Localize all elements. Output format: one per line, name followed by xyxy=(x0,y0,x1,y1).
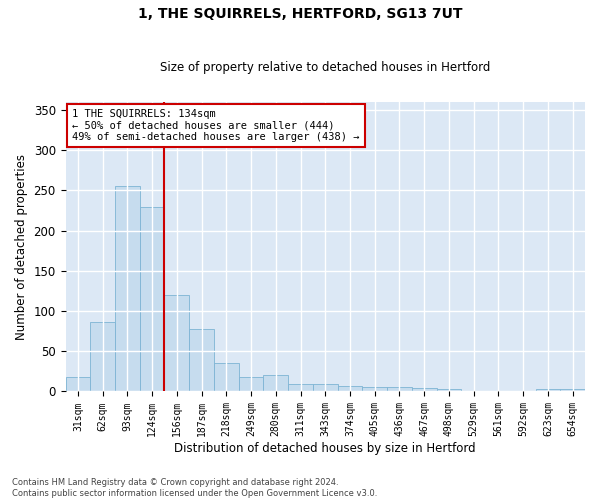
Title: Size of property relative to detached houses in Hertford: Size of property relative to detached ho… xyxy=(160,62,490,74)
Bar xyxy=(140,206,164,392)
Text: 1 THE SQUIRRELS: 134sqm
← 50% of detached houses are smaller (444)
49% of semi-d: 1 THE SQUIRRELS: 134sqm ← 50% of detache… xyxy=(73,109,360,142)
Bar xyxy=(412,388,437,392)
Y-axis label: Number of detached properties: Number of detached properties xyxy=(15,154,28,340)
Bar xyxy=(387,388,412,392)
Bar xyxy=(189,329,214,392)
X-axis label: Distribution of detached houses by size in Hertford: Distribution of detached houses by size … xyxy=(175,442,476,455)
Bar xyxy=(536,389,560,392)
Bar xyxy=(115,186,140,392)
Bar xyxy=(263,376,288,392)
Bar xyxy=(164,295,189,392)
Bar xyxy=(90,322,115,392)
Bar xyxy=(560,389,585,392)
Bar xyxy=(313,384,338,392)
Bar xyxy=(214,364,239,392)
Bar xyxy=(239,377,263,392)
Bar xyxy=(362,386,387,392)
Bar xyxy=(338,386,362,392)
Bar xyxy=(65,377,90,392)
Text: Contains HM Land Registry data © Crown copyright and database right 2024.
Contai: Contains HM Land Registry data © Crown c… xyxy=(12,478,377,498)
Text: 1, THE SQUIRRELS, HERTFORD, SG13 7UT: 1, THE SQUIRRELS, HERTFORD, SG13 7UT xyxy=(138,8,462,22)
Bar xyxy=(437,389,461,392)
Bar xyxy=(288,384,313,392)
